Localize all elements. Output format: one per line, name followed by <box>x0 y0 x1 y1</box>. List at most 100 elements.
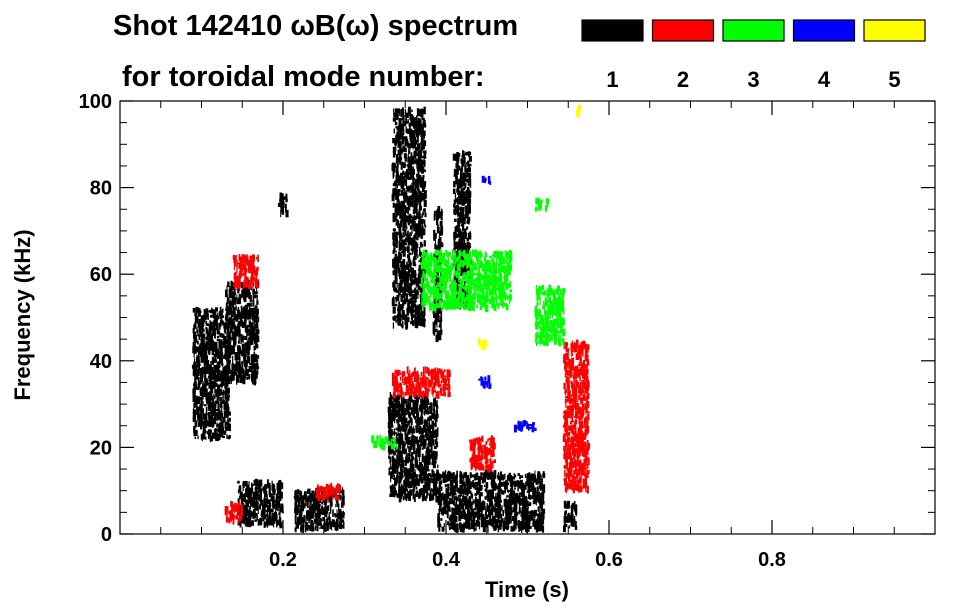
spectral-point <box>508 493 511 501</box>
spectral-point <box>228 378 230 385</box>
spectral-point <box>405 271 408 277</box>
spectral-point <box>205 341 208 350</box>
spectral-point <box>394 481 396 488</box>
spectral-point <box>395 212 397 220</box>
spectral-point <box>323 518 325 522</box>
spectral-point <box>204 414 206 421</box>
spectral-point <box>221 418 223 425</box>
spectral-point <box>428 406 430 409</box>
spectral-point <box>397 321 399 325</box>
spectral-point <box>479 486 483 491</box>
spectral-point <box>210 361 213 364</box>
spectral-point <box>431 404 433 412</box>
spectral-point <box>515 524 517 530</box>
spectral-point <box>406 468 410 475</box>
spectral-point <box>216 322 219 331</box>
spectral-point <box>421 467 424 475</box>
spectral-point <box>438 332 440 340</box>
spectral-point <box>405 237 408 243</box>
spectral-point <box>416 415 419 423</box>
spectral-point <box>412 194 414 202</box>
spectral-point <box>390 488 392 493</box>
spectral-point <box>418 189 420 196</box>
spectral-point <box>394 487 396 492</box>
spectral-point <box>407 300 411 304</box>
spectral-point <box>196 407 200 416</box>
spectral-point <box>514 506 518 512</box>
spectral-point <box>420 141 422 149</box>
spectral-point <box>406 176 409 180</box>
spectral-point <box>405 121 407 125</box>
spectral-point <box>462 495 465 502</box>
spectral-point <box>406 164 410 167</box>
spectral-point <box>402 252 406 257</box>
spectral-point <box>410 196 413 200</box>
spectral-point <box>402 311 405 315</box>
spectral-point <box>397 269 400 274</box>
spectral-point <box>524 512 527 517</box>
spectral-point <box>229 348 233 355</box>
spectral-point <box>415 123 418 131</box>
spectral-point <box>228 411 231 416</box>
spectral-point <box>218 373 220 381</box>
spectral-point <box>225 426 229 431</box>
spectral-point <box>231 321 234 328</box>
spectral-point <box>395 250 397 253</box>
spectral-point <box>242 485 244 491</box>
spectral-point <box>219 397 222 402</box>
spectral-point <box>194 401 196 406</box>
spectral-point <box>462 511 465 517</box>
spectral-point <box>269 519 271 523</box>
spectral-point <box>469 472 472 479</box>
spectral-point <box>428 425 431 430</box>
spectral-point <box>415 490 419 497</box>
spectral-point <box>247 489 251 498</box>
spectral-point <box>230 327 233 333</box>
spectral-point <box>407 172 410 177</box>
spectral-point <box>429 479 431 482</box>
spectral-point <box>205 381 208 385</box>
spectral-point <box>212 381 216 389</box>
spectral-point <box>436 335 439 339</box>
spectral-point <box>483 480 486 483</box>
spectral-point <box>222 341 226 348</box>
spectral-point <box>319 506 321 512</box>
spectral-point <box>405 264 407 270</box>
spectral-point <box>405 437 409 445</box>
spectral-point <box>416 208 418 214</box>
spectral-point <box>411 407 415 413</box>
spectral-point <box>214 415 217 422</box>
spectral-point <box>236 332 238 335</box>
spectral-point <box>393 464 396 470</box>
spectral-point <box>395 277 398 284</box>
spectral-point <box>463 524 465 528</box>
spectral-point <box>233 367 235 375</box>
spectral-point <box>399 145 402 153</box>
spectral-point <box>316 517 318 524</box>
spectral-point <box>341 502 345 506</box>
spectral-point <box>277 203 280 207</box>
spectral-point <box>252 491 255 499</box>
spectral-point <box>439 505 442 509</box>
spectral-point <box>539 480 542 489</box>
spectral-point <box>405 485 408 492</box>
spectral-point <box>273 500 277 503</box>
spectral-point <box>420 233 423 239</box>
spectral-point <box>437 277 441 283</box>
spectral-point <box>389 392 392 400</box>
spectral-point <box>398 450 401 454</box>
spectral-point <box>300 507 303 514</box>
spectral-point <box>207 367 210 373</box>
spectral-point <box>249 505 252 510</box>
spectral-point <box>421 163 423 169</box>
spectral-point <box>502 509 504 514</box>
spectral-point <box>322 489 324 497</box>
spectral-point <box>227 281 230 288</box>
spectral-point <box>440 325 442 330</box>
spectral-point <box>277 491 281 495</box>
spectral-point <box>413 276 416 284</box>
spectral-point <box>414 117 417 120</box>
spectral-point <box>244 290 246 298</box>
spectral-point <box>235 326 238 332</box>
spectral-point <box>402 413 405 419</box>
